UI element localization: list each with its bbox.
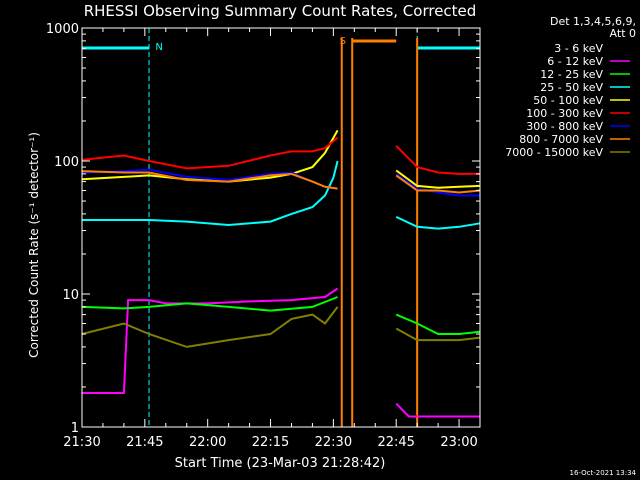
- x-tick-label: 21:30: [63, 435, 100, 450]
- series-line-25-50-after-gap: [395, 215, 481, 230]
- x-tick-label: 23:00: [440, 435, 477, 450]
- chart-title: RHESSI Observing Summary Count Rates, Co…: [84, 2, 477, 20]
- series-line-6-12-after-gap: [395, 402, 480, 418]
- series-line-12-25: [81, 296, 338, 312]
- series-line-100-300-after-gap: [395, 145, 480, 175]
- footer-date: 16-Oct-2021 13:34: [570, 469, 637, 477]
- legend-label: 6 - 12 keV: [547, 55, 603, 68]
- series-line-100-300: [81, 136, 339, 170]
- x-axis-label: Start Time (23-Mar-03 21:28:42): [175, 456, 386, 471]
- legend-label: 100 - 300 keV: [526, 107, 603, 120]
- x-tick-label: 22:45: [377, 435, 414, 450]
- series-line-3-6: [81, 313, 339, 418]
- legend-label: 7000 - 15000 keV: [505, 146, 603, 159]
- y-tick-label: 1000: [46, 22, 79, 37]
- series-line-7000-15000-after-gap: [395, 327, 481, 342]
- legend-label: 12 - 25 keV: [540, 68, 603, 81]
- legend-label: 800 - 7000 keV: [519, 133, 603, 146]
- series-line-50-100-after-gap: [395, 169, 481, 189]
- saa-flag-label: S: [340, 36, 346, 47]
- legend-label: 3 - 6 keV: [554, 42, 603, 55]
- y-tick-label: 1: [71, 421, 79, 436]
- series-line-50-100: [81, 129, 339, 183]
- legend-label: 300 - 800 keV: [526, 120, 603, 133]
- x-tick-label: 22:00: [189, 435, 226, 450]
- night-flag-label: N: [155, 42, 162, 53]
- series-line-300-800-after-gap: [395, 173, 480, 197]
- series-line-800-7000-after-gap: [395, 174, 481, 194]
- y-tick-label: 100: [54, 155, 79, 170]
- series-line-25-50: [82, 160, 339, 227]
- x-tick-label: 22:15: [252, 435, 289, 450]
- legend-header-line1: Det 1,3,4,5,6,9,: [550, 15, 636, 28]
- y-tick-label: 10: [62, 288, 79, 303]
- plot-area: N S 1 10 100 1000 21:30 21:45 22:00 22:15 22:30 22:…: [46, 22, 481, 450]
- series-line-7000-15000: [81, 306, 339, 348]
- legend-label: 50 - 100 keV: [533, 94, 603, 107]
- y-axis-label: Corrected Count Rate (s⁻¹ detector⁻¹): [27, 132, 41, 358]
- series-line-800-7000: [81, 170, 338, 190]
- plot-frame: [81, 27, 481, 428]
- series-line-12-25-after-gap: [395, 313, 481, 335]
- x-tick-label: 21:45: [126, 435, 163, 450]
- legend-header-line2: Att 0: [610, 27, 636, 40]
- x-tick-label: 22:30: [315, 435, 352, 450]
- legend-label: 25 - 50 keV: [540, 81, 603, 94]
